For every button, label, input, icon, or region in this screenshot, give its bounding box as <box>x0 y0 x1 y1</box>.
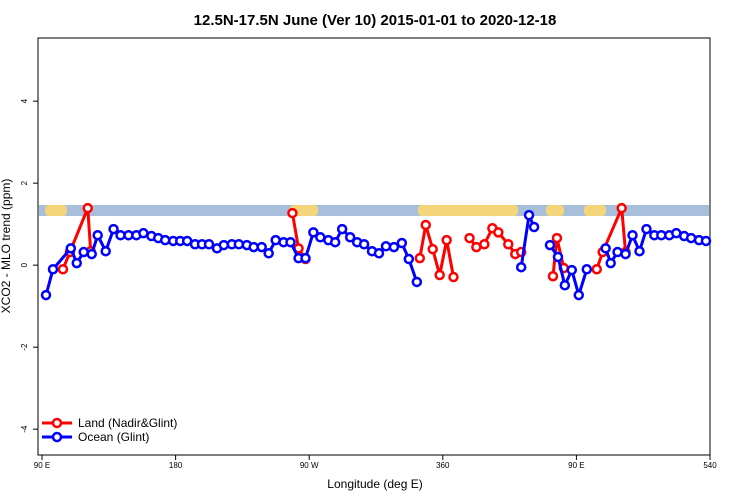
data-point <box>300 252 311 264</box>
x-axis-label: Longitude (deg E) <box>327 477 422 491</box>
data-point <box>627 229 638 241</box>
data-point <box>65 243 77 254</box>
data-point <box>344 232 356 243</box>
chart-title: 12.5N-17.5N June (Ver 10) 2015-01-01 to … <box>194 12 557 29</box>
data-point <box>559 279 571 291</box>
data-point <box>256 241 267 253</box>
data-point <box>263 248 274 259</box>
land-band <box>45 205 67 216</box>
x-tick-label: 180 <box>169 461 183 470</box>
data-point <box>57 264 69 275</box>
data-point <box>218 239 230 251</box>
data-point <box>420 219 431 231</box>
data-point <box>92 229 103 241</box>
data-point <box>373 248 385 259</box>
data-point <box>605 257 616 269</box>
x-tick-label: 90 W <box>300 461 319 470</box>
data-point <box>448 271 459 283</box>
legend-marker <box>51 417 63 429</box>
data-point <box>464 232 475 244</box>
data-point <box>47 264 59 275</box>
data-point <box>547 270 559 282</box>
data-point <box>551 232 563 244</box>
data-point <box>573 289 585 301</box>
data-point <box>336 223 348 235</box>
data-point <box>528 221 540 233</box>
y-tick-label: 2 <box>20 180 29 185</box>
x-tick-label: 90 E <box>568 461 584 470</box>
data-point <box>523 209 535 221</box>
data-point <box>329 236 341 248</box>
data-point <box>434 269 445 281</box>
data-point <box>634 245 645 257</box>
y-axis-label: XCO2 - MLO trend (ppm) <box>0 179 13 314</box>
data-point <box>515 261 527 273</box>
x-tick-label: 360 <box>436 461 450 470</box>
data-point <box>40 289 52 301</box>
data-point <box>403 253 415 265</box>
data-point <box>203 238 215 250</box>
data-point <box>552 251 564 263</box>
data-point <box>414 252 426 264</box>
data-point <box>479 238 490 250</box>
land-band <box>584 205 606 216</box>
data-point <box>308 227 319 238</box>
data-point <box>159 234 171 246</box>
data-point <box>86 248 97 260</box>
data-point <box>566 264 578 276</box>
data-point <box>108 223 119 235</box>
data-point <box>388 241 400 253</box>
x-tick-label: 540 <box>703 461 717 470</box>
legend-marker <box>51 431 63 443</box>
y-tick-label: 0 <box>20 262 29 267</box>
data-point <box>493 227 504 238</box>
data-point <box>600 243 611 254</box>
data-point <box>358 238 370 250</box>
data-point <box>641 223 652 235</box>
data-point <box>411 276 423 288</box>
ocean-band <box>39 205 709 216</box>
data-point <box>233 238 245 250</box>
land-band <box>418 205 518 216</box>
y-tick-label: 4 <box>20 98 29 103</box>
y-tick-label: -4 <box>20 425 29 433</box>
x-tick-label: 90 E <box>34 461 50 470</box>
land-mask-strip <box>39 205 709 216</box>
land-band <box>546 205 564 216</box>
legend-label: Land (Nadir&Glint) <box>78 416 177 430</box>
data-point <box>620 248 631 260</box>
data-point <box>503 238 514 250</box>
data-point <box>287 207 298 219</box>
legend-label: Ocean (Glint) <box>78 430 149 444</box>
data-point <box>82 202 93 214</box>
data-point <box>544 239 556 251</box>
data-point <box>71 257 82 269</box>
data-point <box>100 245 111 257</box>
data-point <box>427 243 438 255</box>
y-tick-label: -2 <box>20 343 29 351</box>
data-point <box>380 241 392 252</box>
data-point <box>285 236 296 248</box>
data-point <box>581 264 593 275</box>
data-point <box>78 246 89 258</box>
data-point <box>441 234 452 246</box>
data-point <box>396 237 408 249</box>
data-point <box>591 264 602 275</box>
data-point <box>616 202 627 214</box>
data-point <box>700 235 712 247</box>
data-point <box>612 246 623 258</box>
